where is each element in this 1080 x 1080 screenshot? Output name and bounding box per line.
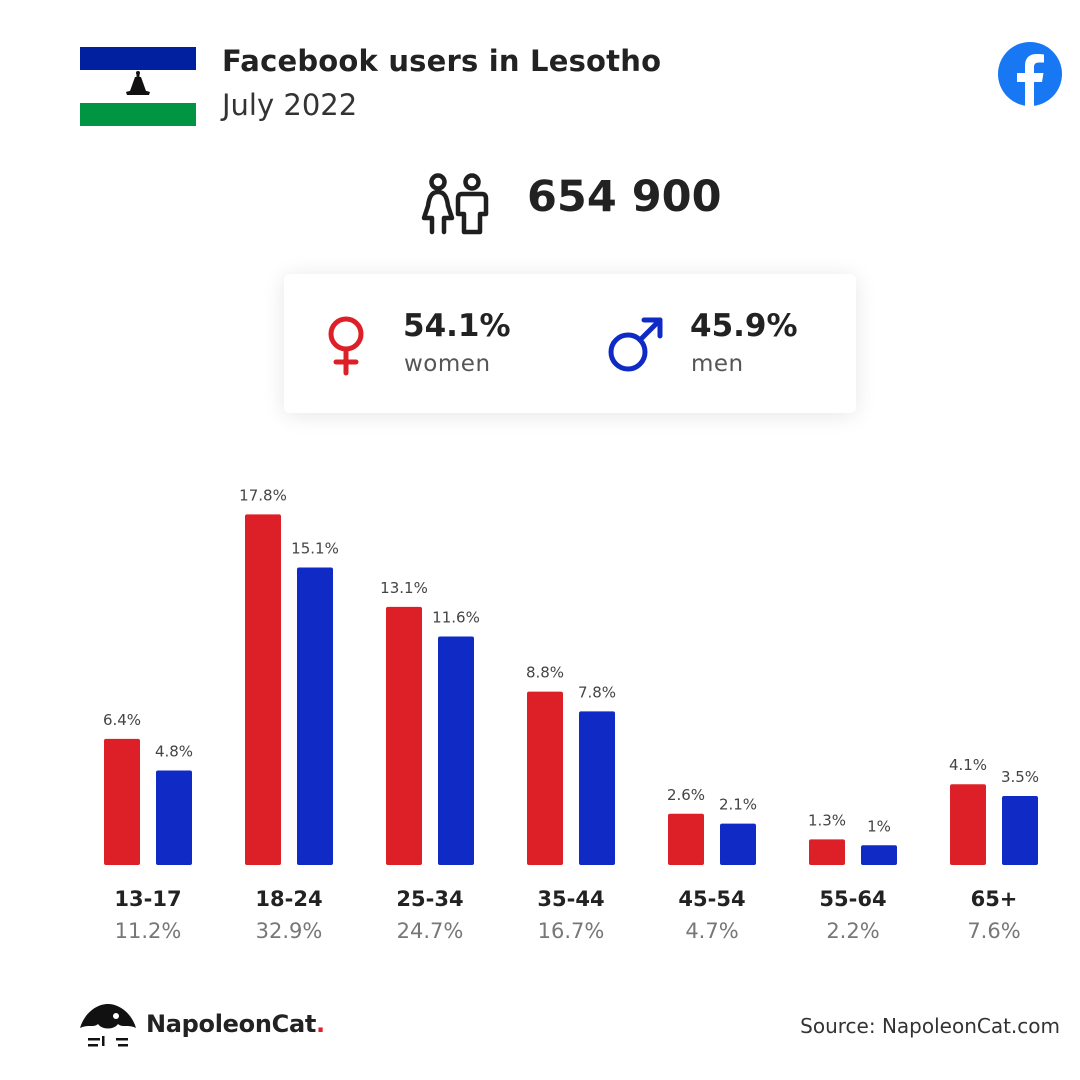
bar-label-men-45-54: 2.1%	[719, 796, 757, 814]
bar-label-men-13-17: 4.8%	[155, 742, 193, 760]
bar-women-55-64	[809, 839, 845, 865]
source-text: Source: NapoleonCat.com	[800, 1014, 1060, 1038]
bar-women-65+	[950, 784, 986, 865]
bar-men-18-24	[297, 567, 333, 865]
age-group-label-13-17: 13-17	[114, 887, 181, 911]
bar-label-men-55-64: 1%	[867, 817, 891, 835]
brand-name: NapoleonCat.	[146, 1010, 325, 1038]
bar-men-55-64	[861, 845, 897, 865]
bar-men-13-17	[156, 770, 192, 865]
age-group-label-65+: 65+	[971, 887, 1018, 911]
bar-label-men-25-34: 11.6%	[432, 608, 480, 626]
facebook-icon	[998, 42, 1062, 106]
users-icon	[421, 173, 489, 235]
age-group-label-35-44: 35-44	[537, 887, 604, 911]
bar-label-women-65+: 4.1%	[949, 756, 987, 774]
gender-split-card: 54.1% women 45.9% men	[284, 274, 856, 413]
bar-label-men-35-44: 7.8%	[578, 683, 616, 701]
age-group-total-13-17: 11.2%	[115, 919, 182, 943]
bar-label-women-55-64: 1.3%	[808, 811, 846, 829]
age-group-total-18-24: 32.9%	[256, 919, 323, 943]
age-group-total-25-34: 24.7%	[397, 919, 464, 943]
men-percent: 45.9%	[690, 308, 798, 344]
age-group-label-18-24: 18-24	[255, 887, 322, 911]
bar-men-35-44	[579, 711, 615, 865]
bar-women-45-54	[668, 813, 704, 865]
women-label: women	[404, 351, 491, 377]
bar-men-45-54	[720, 823, 756, 865]
page-subtitle: July 2022	[222, 88, 358, 122]
mokorotlo-hat-icon	[126, 71, 150, 95]
age-group-label-25-34: 25-34	[396, 887, 463, 911]
lesotho-flag	[80, 47, 196, 126]
bar-label-men-18-24: 15.1%	[291, 540, 339, 558]
male-symbol-icon	[608, 317, 663, 372]
bar-men-25-34	[438, 636, 474, 865]
age-group-label-55-64: 55-64	[819, 887, 886, 911]
bar-label-women-35-44: 8.8%	[526, 664, 564, 682]
bar-women-25-34	[386, 606, 422, 865]
bar-label-women-18-24: 17.8%	[239, 486, 287, 504]
age-group-total-65+: 7.6%	[967, 919, 1020, 943]
women-percent: 54.1%	[403, 308, 511, 344]
bar-label-women-45-54: 2.6%	[667, 786, 705, 804]
napoleoncat-logo-icon	[80, 1004, 136, 1047]
total-users-value: 654 900	[527, 172, 722, 222]
bar-label-men-65+: 3.5%	[1001, 768, 1039, 786]
age-group-total-35-44: 16.7%	[538, 919, 605, 943]
men-label: men	[691, 351, 744, 377]
female-symbol-icon	[328, 316, 364, 376]
page-title: Facebook users in Lesotho	[222, 44, 662, 78]
bar-women-35-44	[527, 691, 563, 865]
bar-women-18-24	[245, 514, 281, 865]
bar-men-65+	[1002, 796, 1038, 865]
age-group-total-45-54: 4.7%	[685, 919, 738, 943]
bar-label-women-13-17: 6.4%	[103, 711, 141, 729]
bar-label-women-25-34: 13.1%	[380, 579, 428, 597]
bar-women-13-17	[104, 738, 140, 865]
age-group-total-55-64: 2.2%	[826, 919, 879, 943]
age-group-label-45-54: 45-54	[678, 887, 745, 911]
